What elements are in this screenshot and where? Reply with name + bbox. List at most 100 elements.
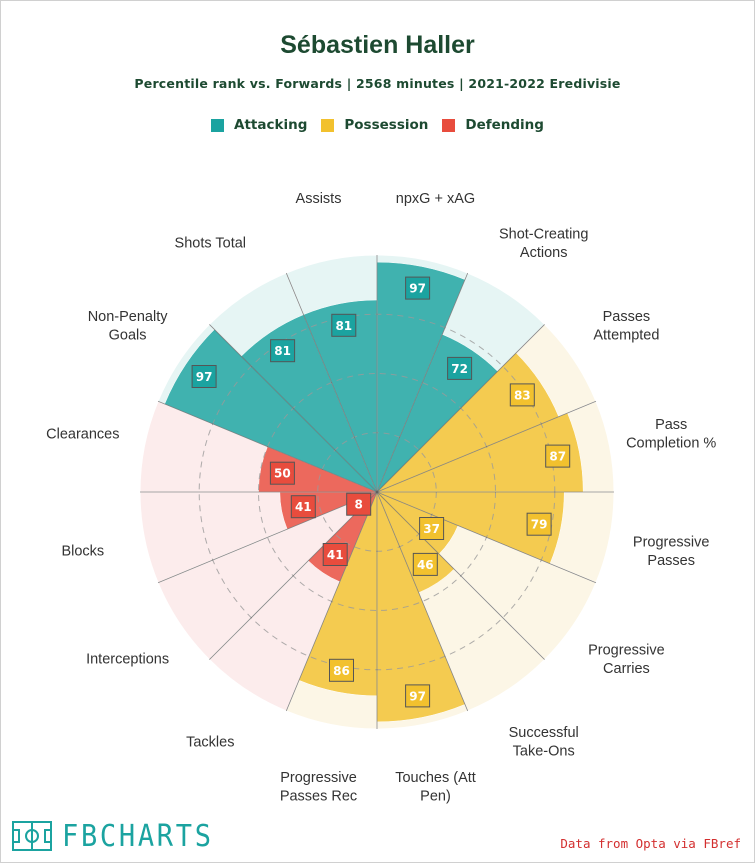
category-label-line: Touches (Att — [395, 770, 476, 786]
bars — [164, 261, 584, 723]
value-progressive-passes: 79 — [526, 512, 552, 536]
value-non-penalty-goals: 97 — [191, 365, 217, 388]
value-pass-completion: 87 — [545, 444, 571, 468]
category-label-assists: Assists — [296, 191, 342, 207]
value-clearances: 50 — [269, 461, 295, 485]
value-interceptions: 8 — [346, 492, 372, 516]
value-box-passes-attempted — [509, 383, 535, 407]
spoke — [376, 400, 597, 493]
legend-swatch-defending — [442, 118, 456, 132]
value-blocks: 41 — [290, 495, 316, 519]
value-box-assists — [331, 313, 357, 337]
category-label-line: Non-Penalty — [88, 309, 169, 325]
legend-item-defending: Defending — [442, 117, 544, 133]
category-label-touches-att-pen: Touches (Att Pen) — [395, 770, 476, 805]
value-box-successful-take-ons — [412, 552, 438, 576]
value-box-progressive-passes — [526, 512, 552, 536]
legend-label-defending: Defending — [465, 117, 544, 133]
value-text-progressive-passes-rec: 86 — [333, 664, 350, 678]
category-label-successful-take-ons: Successful Take-Ons — [509, 725, 579, 760]
category-label-progressive-passes-rec: Progressive Passes Rec — [280, 770, 357, 805]
value-labels: 97 72 83 87 79 37 46 97 86 41 8 41 50 97 81 81 — [191, 276, 571, 708]
legend-swatch-attacking — [211, 118, 225, 132]
spoke — [376, 491, 597, 584]
category-label-shots-total: Shots Total — [175, 236, 246, 252]
spoke — [285, 272, 378, 493]
category-label-shot-creating-actions: Shot-Creating Actions — [499, 226, 588, 260]
value-box-tackles — [322, 543, 348, 566]
value-shot-creating-actions: 72 — [447, 356, 473, 380]
category-label-line: Assists — [296, 191, 342, 207]
value-text-blocks: 41 — [295, 500, 312, 514]
category-label-line: Progressive — [280, 770, 357, 786]
category-label-line: Pass — [655, 417, 687, 433]
spoke — [157, 400, 378, 493]
category-label-clearances: Clearances — [46, 427, 119, 443]
value-box-interceptions — [346, 492, 372, 516]
legend-item-attacking: Attacking — [211, 117, 307, 133]
category-label-line: Completion % — [626, 436, 716, 452]
category-label-line: Actions — [520, 245, 568, 261]
spoke — [157, 491, 378, 584]
value-npxg-xag: 97 — [405, 276, 431, 300]
category-label-line: Goals — [109, 328, 147, 344]
value-passes-attempted: 83 — [509, 383, 535, 407]
value-box-shot-creating-actions — [447, 356, 473, 380]
category-label-line: Take-Ons — [513, 744, 575, 760]
value-box-non-penalty-goals — [191, 365, 217, 388]
spoke — [376, 491, 545, 660]
value-text-touches-att-pen: 97 — [409, 689, 426, 703]
legend-item-possession: Possession — [321, 117, 428, 133]
value-text-successful-take-ons: 46 — [417, 558, 434, 572]
category-label-line: Successful — [509, 725, 579, 741]
category-label-line: Passes Rec — [280, 789, 357, 805]
category-label-line: Pen) — [420, 789, 451, 805]
value-text-shot-creating-actions: 72 — [451, 362, 468, 376]
value-tackles: 41 — [322, 543, 348, 566]
value-text-shots-total: 81 — [274, 344, 291, 358]
fbcharts-logo: FBCHARTS — [12, 818, 231, 854]
value-text-npxg-xag: 97 — [409, 282, 426, 296]
category-label-line: Shot-Creating — [499, 226, 588, 242]
spoke — [209, 491, 378, 660]
data-source: Data from Opta via FBref — [560, 836, 741, 851]
category-label-npxg-xag: npxG + xAG — [396, 191, 475, 207]
spokes — [140, 255, 614, 729]
value-successful-take-ons: 46 — [412, 552, 438, 576]
spoke — [376, 324, 545, 493]
legend-swatch-possession — [321, 118, 335, 132]
pitch-icon — [12, 821, 52, 851]
category-label-line: Attempted — [593, 328, 659, 344]
value-touches-att-pen: 97 — [405, 684, 431, 708]
category-label-line: Shots Total — [175, 236, 246, 252]
value-box-blocks — [290, 495, 316, 519]
value-box-progressive-passes-rec — [329, 658, 354, 682]
category-label-line: Progressive — [588, 642, 665, 658]
value-text-passes-attempted: 83 — [514, 388, 531, 402]
value-assists: 81 — [331, 313, 357, 337]
spoke — [376, 491, 469, 712]
value-shots-total: 81 — [270, 339, 296, 363]
spoke — [285, 491, 378, 712]
legend: Attacking Possession Defending — [0, 117, 755, 133]
value-text-pass-completion: 87 — [549, 450, 566, 464]
category-label-line: Carries — [603, 661, 650, 677]
value-text-assists: 81 — [335, 319, 352, 333]
legend-label-possession: Possession — [344, 117, 429, 133]
category-label-interceptions: Interceptions — [86, 652, 169, 668]
spoke — [209, 324, 378, 493]
value-progressive-passes-rec: 86 — [329, 658, 354, 682]
value-text-progressive-carries: 37 — [423, 522, 440, 536]
value-text-non-penalty-goals: 97 — [196, 370, 213, 384]
spoke — [376, 272, 469, 493]
category-label-blocks: Blocks — [61, 544, 104, 560]
value-box-touches-att-pen — [405, 684, 431, 708]
legend-label-attacking: Attacking — [234, 117, 308, 133]
category-label-line: Interceptions — [86, 652, 169, 668]
value-text-tackles: 41 — [327, 548, 344, 562]
category-label-line: Blocks — [61, 544, 104, 560]
value-box-clearances — [269, 461, 295, 485]
category-label-progressive-passes: Progressive Passes — [633, 534, 710, 569]
value-box-npxg-xag — [405, 276, 431, 300]
